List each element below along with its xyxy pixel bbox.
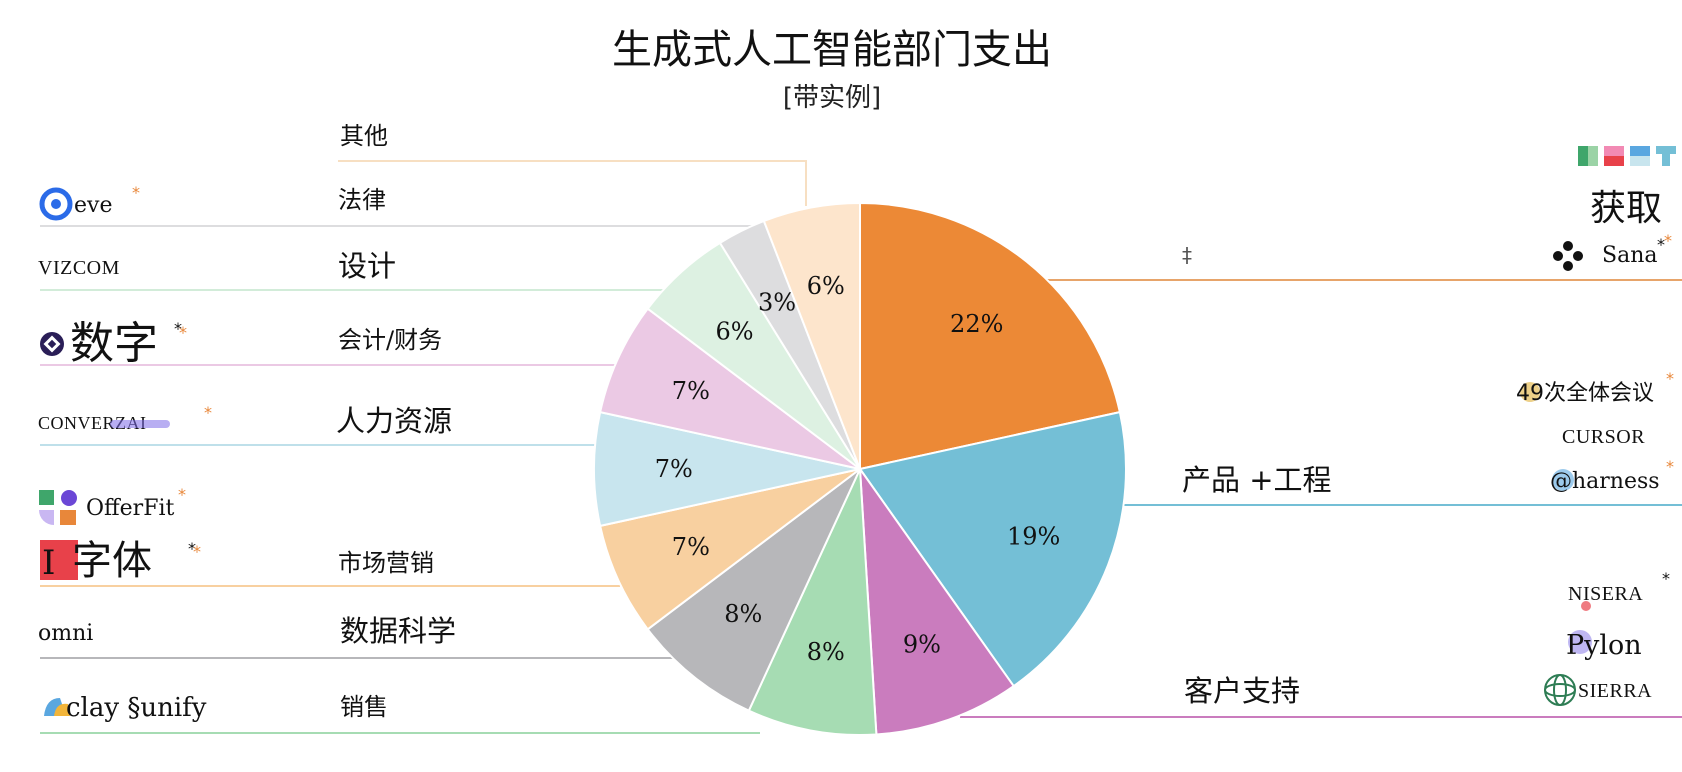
category-label-other: 其他	[340, 122, 388, 150]
star-marker: *	[174, 319, 182, 338]
vendor-sierra: SIERRA	[1544, 674, 1652, 706]
vendor-nisera: NISERA *	[1568, 569, 1670, 611]
harness-logo-icon	[1552, 469, 1574, 491]
pie-percent-label-9: 3%	[758, 288, 796, 316]
vendor-cursor: CURSOR	[1562, 426, 1645, 448]
star-marker: *	[1666, 369, 1674, 388]
leader-line-other	[338, 160, 807, 206]
dust-logo-icon	[1578, 146, 1676, 166]
pie-slice-6	[593, 410, 861, 528]
pie-slice-4	[646, 468, 861, 712]
vendor-omni: omni	[38, 621, 93, 646]
star-marker: *	[1657, 235, 1665, 254]
vendor-offerfit: OfferFit *	[39, 485, 186, 525]
category-label-legal: 法律	[338, 186, 386, 214]
vendor-ziti: I 字体 * *	[40, 538, 201, 584]
vendor-name-49-meetings: 49次全体会议	[1516, 381, 1654, 406]
clay-logo-icon	[44, 698, 70, 716]
vendor-dust	[1578, 146, 1676, 166]
star-marker: *	[1664, 231, 1672, 250]
vendor-name-nisera: NISERA	[1568, 583, 1643, 605]
vendor-name-sana: Sana	[1602, 243, 1657, 268]
pie-percent-label-3: 8%	[807, 638, 845, 666]
star-marker: *	[179, 323, 187, 342]
vendor-eve: eve *	[39, 183, 140, 221]
pie-slice-5	[598, 468, 861, 631]
star-marker: *	[188, 539, 196, 558]
vendor-shuzi: 数字 * *	[40, 318, 187, 369]
category-label-sales: 销售	[340, 693, 388, 721]
vendor-name-shuzi: 数字	[70, 318, 158, 369]
pie-percent-label-8: 6%	[716, 317, 754, 345]
vendor-clay-unify: clay §unify	[44, 693, 207, 723]
category-label-accounting: 会计/财务	[338, 326, 442, 354]
category-label-design: 设计	[338, 249, 396, 283]
converzai-swoosh-icon	[110, 420, 170, 428]
pylon-logo-icon	[1568, 630, 1592, 654]
offerfit-logo-icon	[39, 490, 77, 525]
pie-slice-10	[762, 201, 861, 470]
pie-slice-3	[747, 468, 878, 736]
vendor-vizcom: VIZCOM	[38, 257, 120, 279]
vendor-49-meetings: 49次全体会议 *	[1516, 369, 1674, 406]
star-marker: *	[178, 485, 186, 504]
category-label-hr: 人力资源	[336, 404, 452, 438]
vendor-pylon: Pylon	[1566, 630, 1642, 661]
vendor-name-harness: @harness	[1550, 469, 1660, 494]
vendor-name-sierra: SIERRA	[1578, 680, 1652, 702]
star-marker: *	[193, 542, 201, 561]
pie-percent-label-7: 7%	[672, 377, 710, 405]
pie-slices	[593, 201, 1127, 736]
pie-slice-1	[858, 410, 1127, 688]
ziti-logo-icon	[40, 540, 78, 580]
sana-logo-icon	[1553, 241, 1583, 271]
pie-percent-label-6: 7%	[655, 455, 693, 483]
pie-percent-label-0: 22%	[950, 310, 1003, 338]
pie-percent-label-10: 6%	[807, 272, 845, 300]
leader-lines	[40, 160, 1682, 734]
vendor-name-offerfit: OfferFit	[86, 496, 175, 521]
pie-percent-label-4: 8%	[724, 600, 762, 628]
pie-slice-2	[858, 465, 1016, 736]
vendor-hash-mark: ‡	[1182, 243, 1192, 267]
meetings-logo-icon	[1520, 382, 1540, 402]
eve-logo-icon	[39, 187, 73, 221]
pie-percent-label-5: 7%	[672, 533, 710, 561]
star-marker: *	[1666, 457, 1674, 476]
vendor-name-pylon: Pylon	[1566, 630, 1642, 661]
vendor-name-ziti: 字体	[72, 538, 152, 584]
vendor-name-eve: eve	[74, 193, 112, 218]
category-label-acquisition: 获取	[1590, 188, 1662, 229]
pie-percent-label-1: 19%	[1007, 522, 1060, 550]
star-marker: *	[132, 183, 140, 202]
sierra-logo-icon	[1544, 674, 1576, 706]
vendor-name-clay-unify: clay §unify	[66, 693, 207, 723]
category-label-data-science: 数据科学	[340, 614, 456, 648]
star-marker: *	[204, 403, 212, 422]
category-label-customer-support: 客户支持	[1184, 674, 1300, 708]
pie-slice-0	[859, 201, 1122, 471]
pie-percent-labels: 22%19%9%8%8%7%7%7%6%3%6%	[655, 272, 1061, 666]
vendor-harness: @harness *	[1550, 457, 1674, 494]
shuzi-logo-icon	[40, 332, 64, 356]
star-marker: *	[1662, 569, 1670, 588]
ziti-logo-glyph: I	[42, 543, 55, 583]
category-label-marketing: 市场营销	[338, 549, 434, 577]
vendor-converzai: CONVERZAI *	[38, 403, 212, 433]
vendor-sana: Sana * *	[1553, 231, 1672, 271]
category-label-product-engineering: 产品 +工程	[1182, 463, 1332, 497]
chart-title: 生成式人工智能部门支出	[612, 27, 1052, 73]
nisera-logo-icon	[1581, 601, 1591, 611]
pie-percent-label-2: 9%	[903, 631, 941, 659]
pie-slice-7	[598, 307, 861, 470]
chart-subtitle: [带实例]	[783, 83, 881, 113]
